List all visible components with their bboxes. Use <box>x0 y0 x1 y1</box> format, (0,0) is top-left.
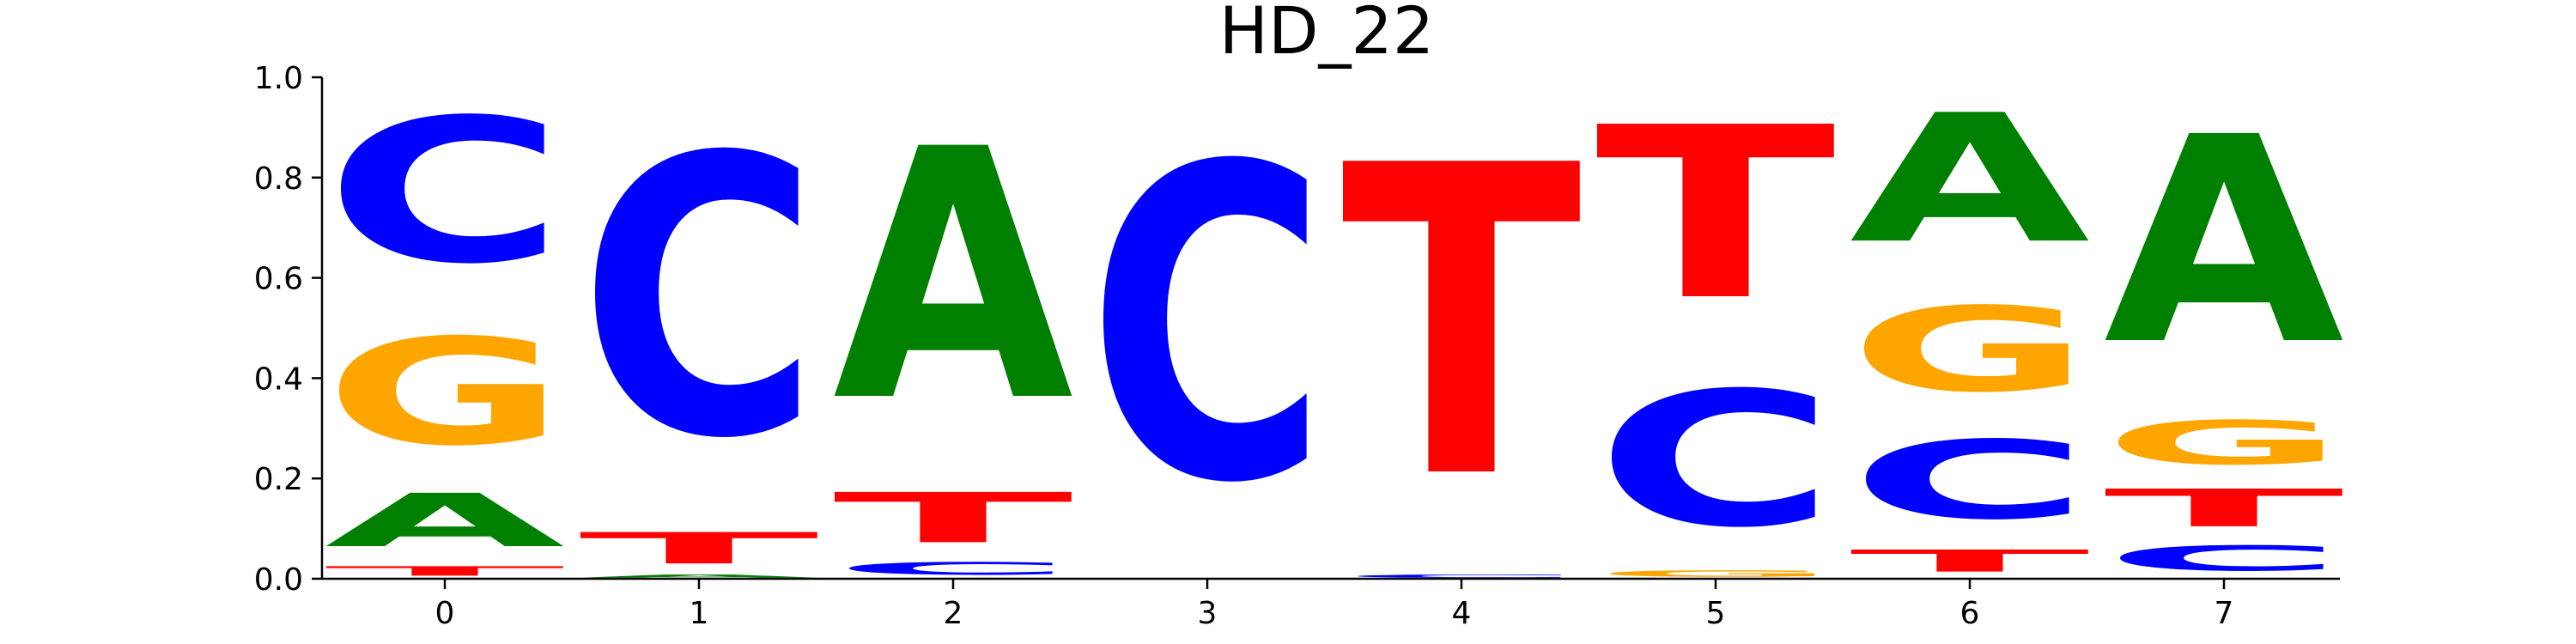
logo-letter-c: C <box>2104 538 2344 579</box>
axes <box>320 77 2340 580</box>
chart-title: HD_22 <box>1219 0 1434 69</box>
logo-letter-t: T <box>1850 544 2092 579</box>
logo-letter-a: A <box>2104 76 2347 408</box>
logo-letter-a: A <box>579 574 819 579</box>
x-tick-label: 7 <box>2215 596 2234 631</box>
logo-letter-t: T <box>2104 478 2346 538</box>
y-tick-label: 0.6 <box>254 262 303 297</box>
logo-letter-a: A <box>1850 77 2093 283</box>
y-axis-ticks: 0.0 0.2 0.4 0.6 0.8 1.0 <box>254 61 322 598</box>
y-tick-label: 0.8 <box>254 161 303 197</box>
logo-letter-g: G <box>325 307 565 477</box>
x-tick-label: 3 <box>1198 596 1218 631</box>
x-tick-label: 4 <box>1452 596 1472 631</box>
logo-letter-g: G <box>1595 568 1836 579</box>
logo-letter-g: G <box>1850 283 2090 418</box>
logo-letter-a: A <box>833 77 1076 477</box>
logo-letter-t: T <box>1341 76 1583 573</box>
logo-letter-t: T <box>833 478 1075 558</box>
x-tick-label: 2 <box>944 596 963 631</box>
y-tick-label: 0.2 <box>254 462 303 497</box>
logo-letter-c: C <box>833 559 1073 579</box>
logo-letter-c: C <box>1850 418 2090 544</box>
x-tick-label: 6 <box>1960 596 1980 631</box>
logo-letter-t: T <box>579 524 821 574</box>
y-tick-label: 1.0 <box>254 61 303 96</box>
logo-letter-a: A <box>325 478 568 563</box>
logo-letter-c: C <box>1087 77 1327 578</box>
y-tick-label: 0.0 <box>254 562 303 598</box>
x-tick-label: 0 <box>435 596 455 631</box>
logo-letter-c: C <box>579 76 819 522</box>
logo-letter-c: C <box>325 77 565 307</box>
logo-letter-t: T <box>1595 77 1838 353</box>
logo-letter-g: G <box>2104 408 2344 478</box>
x-axis-ticks: 0 1 2 3 4 5 6 7 <box>435 579 2234 631</box>
logo-letter-t: T <box>325 563 567 579</box>
x-tick-label: 1 <box>690 596 709 631</box>
y-tick-label: 0.4 <box>254 361 303 397</box>
logo-letter-c: C <box>1595 353 1836 568</box>
x-tick-label: 5 <box>1706 596 1726 631</box>
logo-letter-c: C <box>1341 574 1582 579</box>
